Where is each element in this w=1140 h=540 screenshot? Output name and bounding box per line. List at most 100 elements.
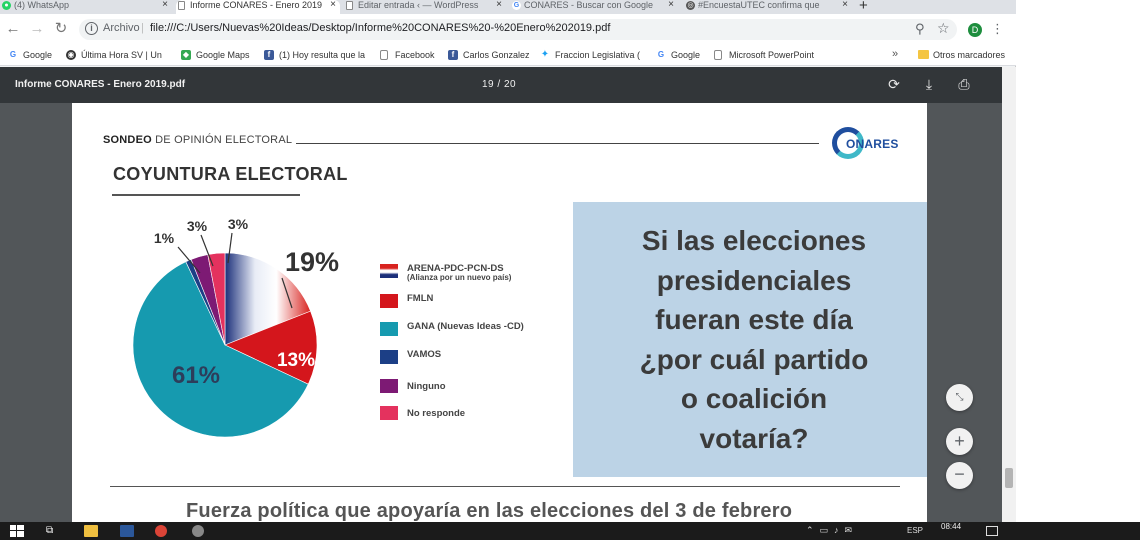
scrollbar-thumb[interactable]	[1005, 468, 1013, 488]
pie-label-fmln: 13%	[277, 350, 315, 371]
bookmarks-overflow-button[interactable]: »	[892, 48, 899, 60]
close-tab-icon[interactable]: ×	[668, 0, 674, 10]
document-icon	[346, 1, 353, 10]
document-icon	[714, 50, 722, 60]
bookmark-item[interactable]: f (1) Hoy resulta que la	[264, 48, 365, 62]
vertical-scrollbar[interactable]	[1002, 67, 1016, 522]
slide-header: SONDEO DE OPINIÓN ELECTORAL	[103, 134, 292, 146]
whatsapp-icon: ●	[2, 1, 11, 10]
clock[interactable]: 08:44	[941, 522, 962, 531]
bookmark-item[interactable]: G Google	[656, 48, 700, 62]
chrome-icon[interactable]	[155, 525, 167, 537]
rotate-icon[interactable]: ⟳	[888, 76, 900, 92]
title-underline	[112, 194, 300, 196]
question-line: Si las elecciones	[641, 225, 867, 256]
pie-slice-arena	[224, 252, 311, 346]
question-text: Si las elecciones presidenciales fueran …	[573, 221, 927, 458]
pie-label-arena: 19%	[285, 247, 339, 277]
conares-logo: ONARES	[830, 124, 900, 164]
pdf-file-title: Informe CONARES - Enero 2019.pdf	[15, 79, 186, 90]
windows-start-icon[interactable]	[10, 525, 24, 537]
bookmark-label: Carlos Gonzalez	[463, 50, 530, 60]
word-icon[interactable]	[120, 525, 134, 537]
bottom-divider	[110, 486, 900, 487]
zoom-in-button[interactable]: +	[946, 428, 973, 455]
tab-label: Editar entrada ‹ — WordPress	[358, 0, 479, 10]
new-tab-button[interactable]: +	[859, 0, 868, 14]
bookmark-item[interactable]: f Carlos Gonzalez	[448, 48, 530, 62]
bookmark-label: Última Hora SV | Un	[81, 50, 162, 60]
pdf-page: SONDEO DE OPINIÓN ELECTORAL ONARES COYUN…	[72, 103, 927, 522]
header-rest: DE OPINIÓN ELECTORAL	[151, 134, 293, 146]
forward-icon[interactable]: →	[29, 20, 45, 37]
pie-labels: 19% 13% 61% 1% 3% 3%	[154, 216, 339, 389]
notifications-icon[interactable]	[986, 526, 998, 536]
task-view-icon[interactable]: ⧉	[46, 525, 54, 536]
pdf-toolbar: Informe CONARES - Enero 2019.pdf 19 / 20…	[0, 67, 1002, 103]
slide-subtitle: Fuerza política que apoyaría en las elec…	[186, 500, 793, 522]
document-icon	[178, 1, 185, 10]
twitter-icon: ✦	[540, 49, 550, 60]
bookmark-item[interactable]: ◉ Última Hora SV | Un	[66, 48, 162, 62]
close-tab-icon[interactable]: ×	[330, 0, 336, 10]
more-menu-icon[interactable]: ⋮	[991, 21, 1004, 36]
tab-google-search[interactable]: G CONARES - Buscar con Google ×	[510, 0, 678, 14]
legend-label: GANA (Nuevas Ideas -CD)	[407, 321, 524, 332]
section-title: COYUNTURA ELECTORAL	[113, 164, 348, 184]
tab-label: Informe CONARES - Enero 2019	[190, 0, 323, 10]
legend-label: ARENA-PDC-PCN-DS	[407, 263, 504, 274]
tab-informe-conares[interactable]: Informe CONARES - Enero 2019 ×	[176, 0, 340, 14]
back-icon[interactable]: ←	[5, 20, 21, 37]
pie-slices	[132, 252, 318, 438]
close-tab-icon[interactable]: ×	[496, 0, 502, 10]
profile-avatar[interactable]: D	[968, 23, 982, 37]
url-text[interactable]: file:///C:/Users/Nuevas%20Ideas/Desktop/…	[150, 22, 611, 34]
bookmark-label: Otros marcadores	[933, 50, 1006, 60]
tab-label: CONARES - Buscar con Google	[524, 0, 654, 10]
file-explorer-icon[interactable]	[84, 525, 98, 537]
bookmark-label: Facebook	[395, 50, 435, 60]
info-icon[interactable]: i	[85, 22, 98, 35]
question-line: fueran este día	[655, 304, 853, 335]
bookmark-item[interactable]: ◆ Google Maps	[181, 48, 250, 62]
address-bar[interactable]: i Archivo | file:///C:/Users/Nuevas%20Id…	[79, 19, 957, 40]
bookmark-star-icon[interactable]: ☆	[937, 20, 950, 36]
tab-wordpress[interactable]: Editar entrada ‹ — WordPress ×	[344, 0, 506, 14]
legend-label: FMLN	[407, 293, 434, 304]
tab-encuesta-utec[interactable]: ◎ #EncuestaUTEC confirma que ×	[684, 0, 852, 14]
scheme-label: Archivo	[103, 22, 140, 34]
legend-label: VAMOS	[407, 349, 442, 360]
legend-swatch	[380, 379, 398, 393]
google-icon: G	[8, 50, 18, 60]
bookmark-item[interactable]: G Google	[8, 48, 52, 62]
tab-label: #EncuestaUTEC confirma que	[698, 0, 820, 10]
other-bookmarks-folder[interactable]: Otros marcadores	[918, 48, 1005, 62]
tab-whatsapp[interactable]: ● (4) WhatsApp ×	[0, 0, 172, 14]
bookmark-item[interactable]: ✦ Fraccion Legislativa (	[540, 48, 640, 62]
print-icon[interactable]: ⎙	[958, 76, 970, 92]
logo-text: ONARES	[846, 137, 899, 151]
zoom-magnifier-icon[interactable]: ⚲	[915, 21, 925, 36]
question-box: Si las elecciones presidenciales fueran …	[573, 202, 927, 477]
pie-leader-line-arena	[281, 277, 293, 309]
bookmark-item[interactable]: Facebook	[380, 48, 435, 62]
legend-swatch	[380, 294, 398, 308]
language-indicator[interactable]: ESP	[907, 526, 924, 535]
question-line: votaría?	[699, 422, 809, 454]
document-icon	[380, 50, 388, 60]
close-tab-icon[interactable]: ×	[162, 0, 168, 10]
globe-icon: ◎	[686, 1, 695, 10]
facebook-icon: f	[264, 50, 274, 60]
app-icon[interactable]	[192, 525, 204, 537]
bookmark-label: Google	[23, 50, 53, 60]
fit-to-page-button[interactable]: ⤡	[946, 384, 973, 411]
bookmark-item[interactable]: Microsoft PowerPoint	[714, 48, 814, 62]
legend-swatch	[380, 264, 398, 278]
download-icon[interactable]: ⤓	[925, 76, 933, 92]
maps-icon: ◆	[181, 50, 191, 60]
zoom-out-button[interactable]: −	[946, 462, 973, 489]
close-tab-icon[interactable]: ×	[842, 0, 848, 10]
system-tray-icons[interactable]: ⌃▭♪✉	[806, 525, 859, 535]
reload-icon[interactable]: ↻	[54, 20, 68, 37]
